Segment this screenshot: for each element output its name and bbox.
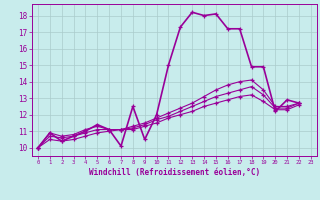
X-axis label: Windchill (Refroidissement éolien,°C): Windchill (Refroidissement éolien,°C) — [89, 168, 260, 177]
